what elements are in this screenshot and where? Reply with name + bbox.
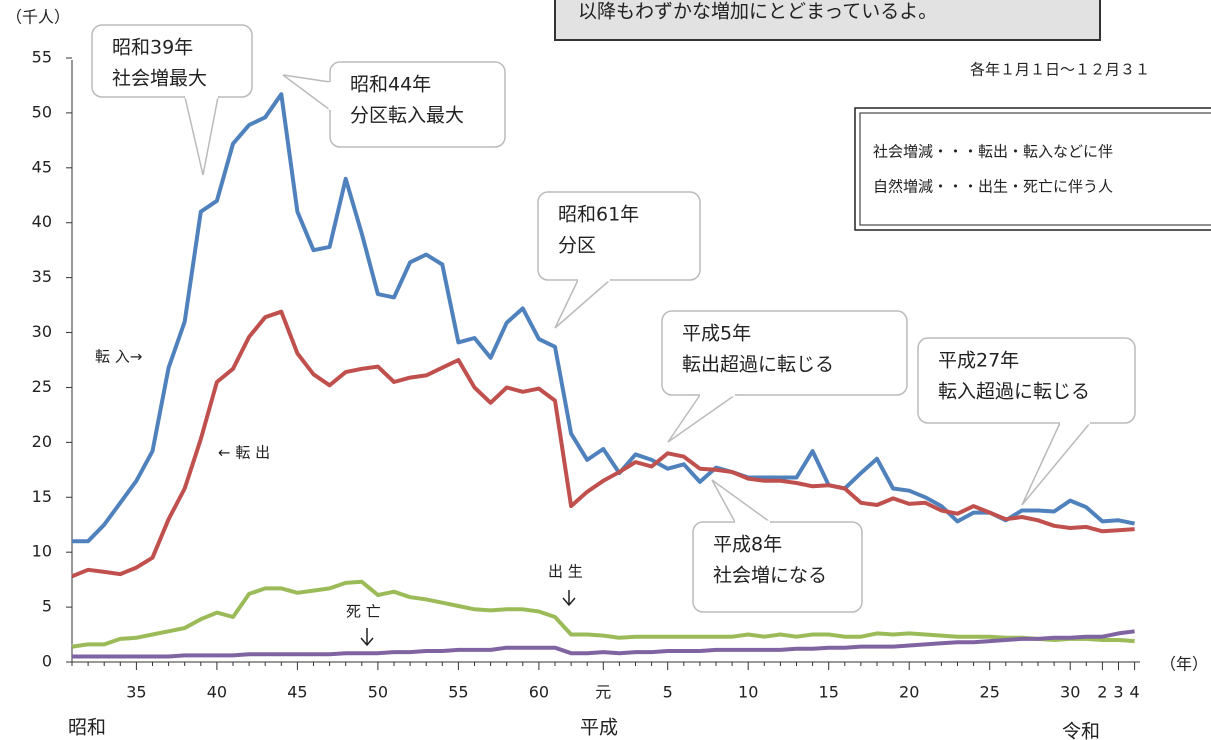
callout-tail xyxy=(1021,422,1092,506)
era-label: 令和 xyxy=(1062,721,1100,740)
y-tick-label: 0 xyxy=(42,652,52,671)
arrow xyxy=(360,628,374,647)
speech-text: 以降もわずかな増加にとどまっているよ。 xyxy=(578,1,937,23)
x-tick-label: 20 xyxy=(899,683,919,702)
callout-box xyxy=(661,310,908,396)
callout-tail xyxy=(554,279,612,329)
series-line xyxy=(72,629,1135,659)
y-tick-label: 55 xyxy=(32,48,52,67)
series-label: 転 入→ xyxy=(95,348,142,366)
y-tick-label: 10 xyxy=(32,542,52,561)
x-unit: （年） xyxy=(1160,655,1208,674)
definition: 自然増減・・・出生・死亡に伴う人 xyxy=(873,178,1113,196)
callout-tail xyxy=(184,96,219,176)
callout-box xyxy=(537,191,701,281)
definition: 社会増減・・・転出・転入などに伴 xyxy=(873,143,1113,161)
x-tick-label: 15 xyxy=(819,683,839,702)
callout-text: 社会増最大 xyxy=(112,68,207,90)
x-tick-label: 10 xyxy=(738,683,758,702)
series-line xyxy=(71,309,1135,579)
callout-text: 転入超過に転じる xyxy=(938,381,1090,403)
x-tick-label: 40 xyxy=(207,683,227,702)
y-tick-label: 45 xyxy=(32,157,52,176)
callout-tail xyxy=(667,394,738,443)
y-tick-label: 25 xyxy=(32,377,52,396)
x-tick-label: 60 xyxy=(529,683,549,702)
y-tick-label: 50 xyxy=(32,102,52,121)
callout-text: 平成27年 xyxy=(938,350,1019,372)
callout-box xyxy=(692,521,863,613)
speech-box xyxy=(554,0,1101,41)
y-tick-label: 40 xyxy=(32,212,52,231)
x-tick-label: 35 xyxy=(126,683,146,702)
series-label: 出 生 xyxy=(548,563,583,581)
x-tick-label: 45 xyxy=(287,683,307,702)
y-tick-label: 35 xyxy=(32,267,52,286)
callout-text: 平成8年 xyxy=(713,534,782,556)
callout-box xyxy=(91,24,253,98)
callout-text: 転出超過に転じる xyxy=(682,354,834,376)
x-tick-label: 55 xyxy=(448,683,468,702)
x-tick-label: 2 xyxy=(1097,683,1107,702)
definition-box xyxy=(854,107,1211,231)
callout-text: 分区 xyxy=(558,235,596,257)
x-tick-label: 5 xyxy=(663,683,673,702)
era-label: 昭和 xyxy=(68,717,106,739)
arrow xyxy=(562,590,576,607)
callout-tail xyxy=(282,74,331,112)
x-tick-label: 25 xyxy=(980,683,1000,702)
x-tick-label: 30 xyxy=(1060,683,1080,702)
callout-text: 社会増になる xyxy=(713,565,827,587)
callout-text: 分区転入最大 xyxy=(350,105,464,127)
callout-box xyxy=(917,337,1136,424)
series-line xyxy=(71,579,1135,649)
series-label: 死 亡 xyxy=(346,603,381,621)
era-label: 平成 xyxy=(580,717,618,739)
x-tick-label: 元 xyxy=(595,683,611,702)
x-tick-label: 4 xyxy=(1130,683,1140,702)
series-line xyxy=(72,92,1136,544)
series-label: ← 転 出 xyxy=(218,444,270,462)
y-tick-label: 20 xyxy=(32,432,52,451)
callout-text: 昭和44年 xyxy=(350,74,431,96)
callout-text: 昭和39年 xyxy=(112,37,193,59)
x-tick-label: 50 xyxy=(368,683,388,702)
y-axis-label: （千人） xyxy=(6,8,70,27)
callout-tail xyxy=(711,479,773,523)
y-tick-label: 15 xyxy=(32,487,52,506)
y-tick-label: 5 xyxy=(42,597,52,616)
callout-text: 平成5年 xyxy=(682,323,751,345)
note: 各年１月１日～１２月３１ xyxy=(970,61,1150,79)
callout-text: 昭和61年 xyxy=(558,204,639,226)
definition-box-inner xyxy=(859,112,1211,226)
y-tick-label: 30 xyxy=(32,322,52,341)
x-tick-label: 3 xyxy=(1113,683,1123,702)
